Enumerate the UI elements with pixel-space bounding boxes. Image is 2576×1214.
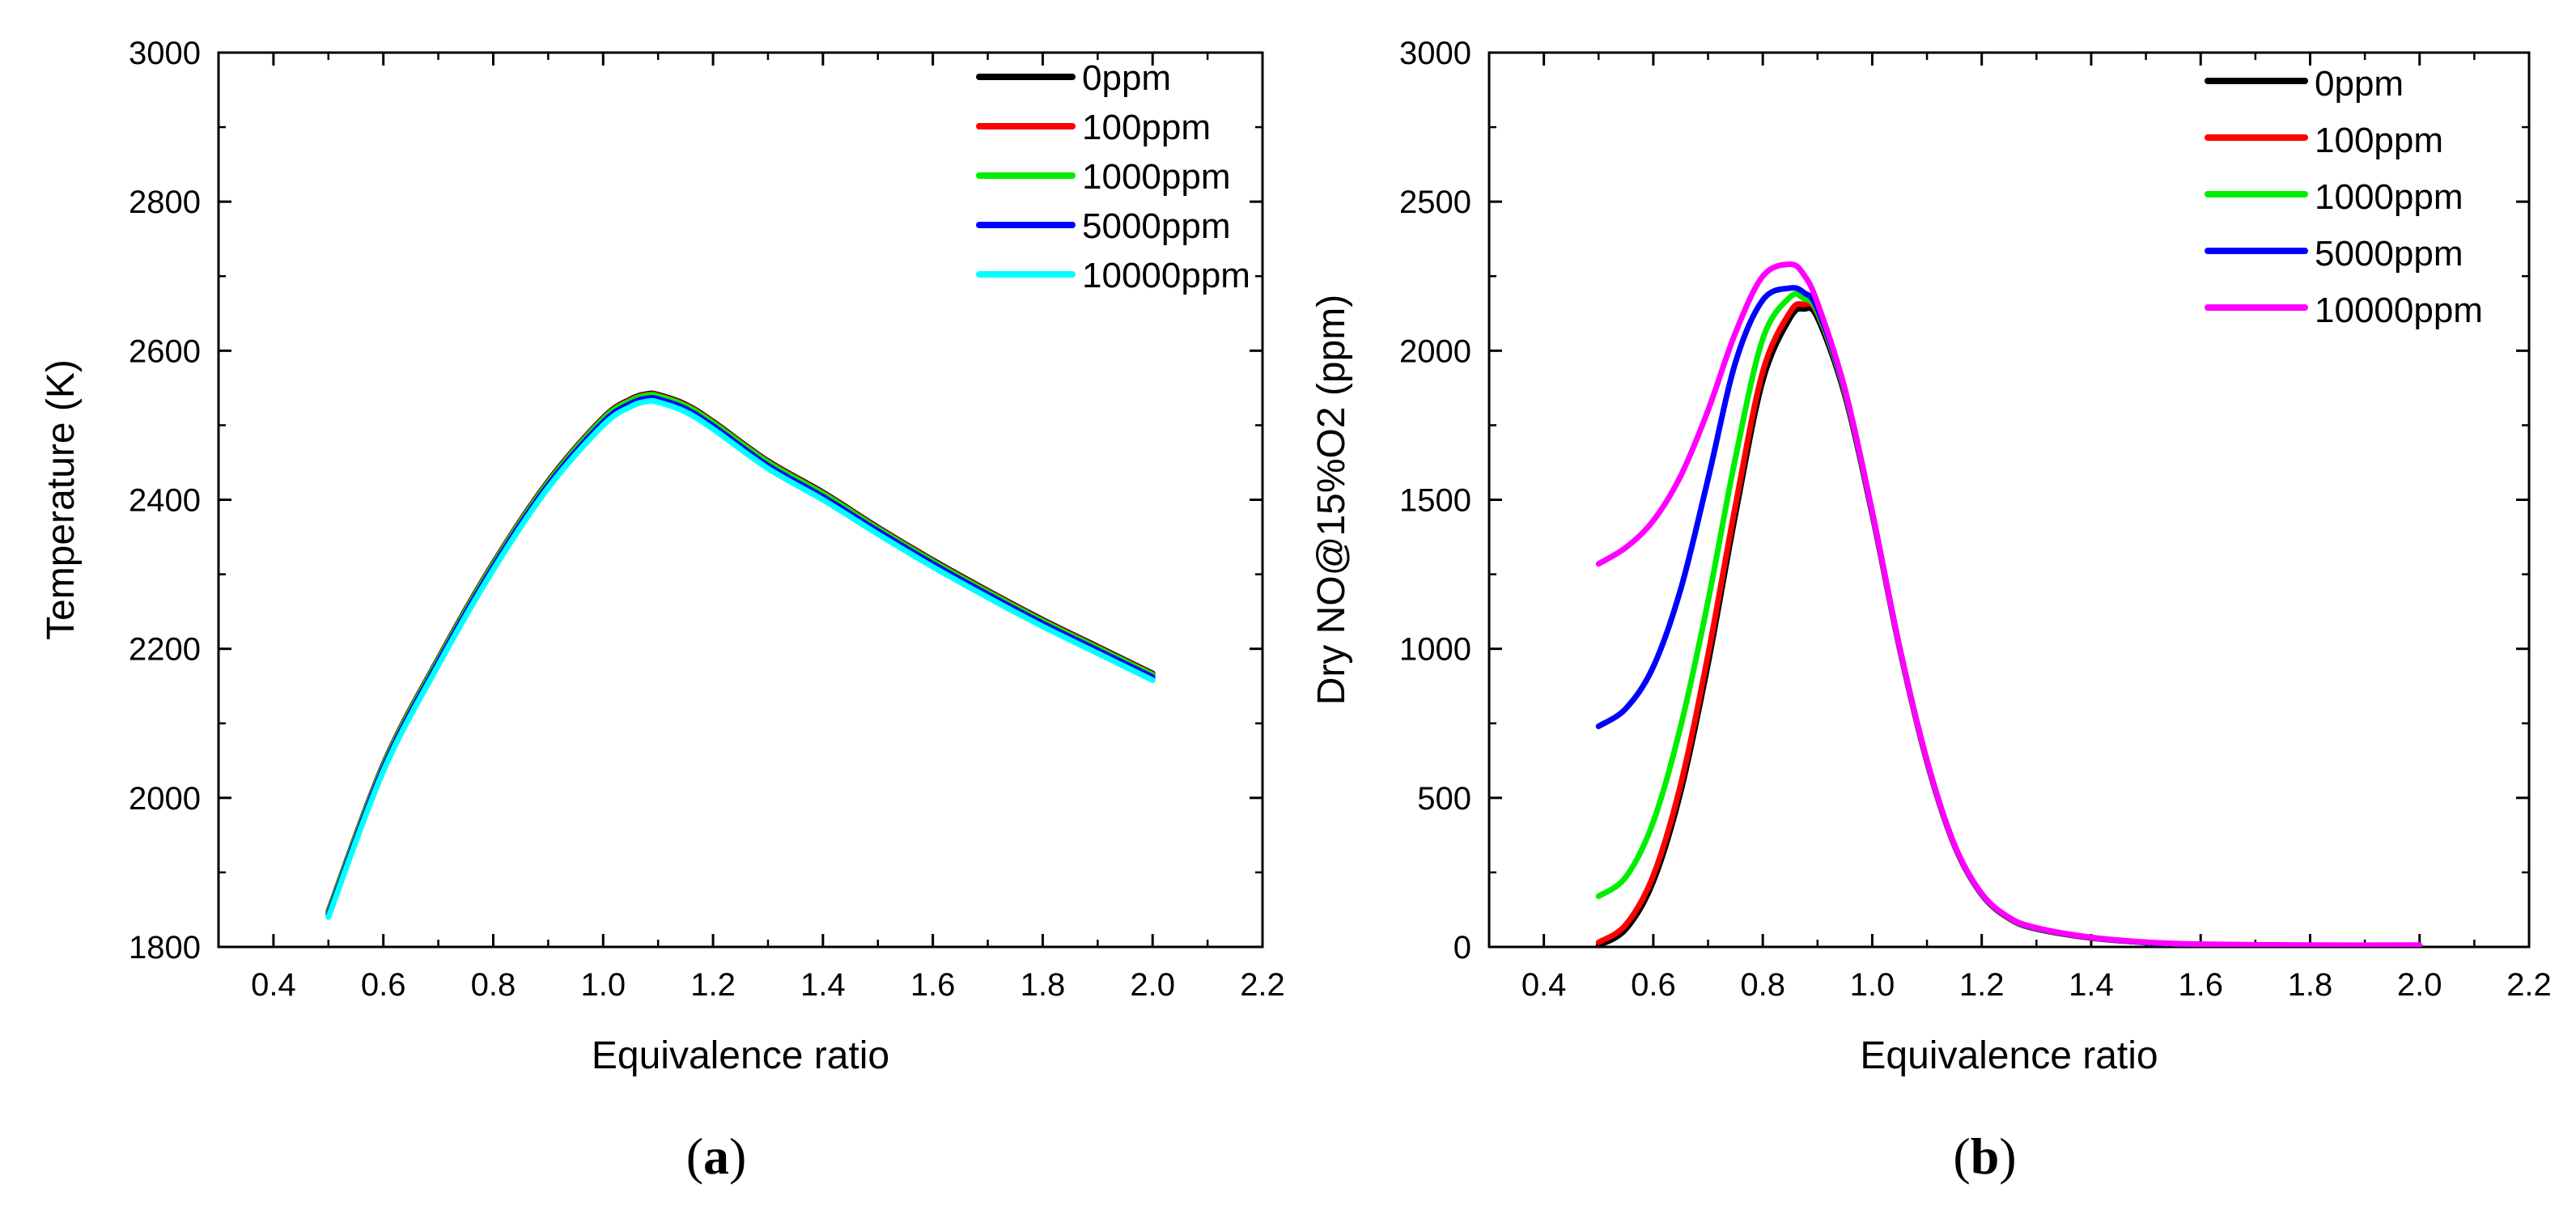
x-tick-label: 1.6 <box>2178 967 2223 1003</box>
y-tick-label: 2000 <box>1399 333 1471 369</box>
legend-label: 0ppm <box>2315 64 2404 104</box>
x-tick-label: 2.2 <box>1240 967 1285 1003</box>
series-line-10000ppm <box>325 397 1156 920</box>
x-axis-label: Equivalence ratio <box>592 1034 889 1077</box>
series-line-1000ppm <box>1595 291 2423 947</box>
panel-label-close: ) <box>1999 1127 2016 1185</box>
y-tick-label: 1500 <box>1399 483 1471 519</box>
legend-label: 10000ppm <box>2315 291 2483 330</box>
y-tick-label: 2600 <box>129 333 201 369</box>
x-tick-label: 1.4 <box>800 967 846 1003</box>
y-tick-label: 1000 <box>1399 632 1471 668</box>
x-tick-label: 0.4 <box>1521 967 1567 1003</box>
panel-label-open: ( <box>686 1127 703 1185</box>
y-tick-label: 2800 <box>129 185 201 220</box>
x-tick-label: 0.6 <box>1631 967 1676 1003</box>
y-tick-label: 2000 <box>129 781 201 817</box>
x-tick-label: 1.2 <box>1959 967 2005 1003</box>
y-tick-label: 0 <box>1454 930 1471 966</box>
x-axis-label: Equivalence ratio <box>1860 1034 2158 1077</box>
y-tick-label: 3000 <box>1399 36 1471 71</box>
legend: 0ppm 100ppm 1000ppm 5000ppm 10000ppm <box>2205 64 2483 330</box>
y-axis-label: Dry NO@15%O2 (ppm) <box>1310 295 1353 706</box>
panel-label: (b) <box>1953 1127 2016 1185</box>
series-group <box>325 390 1156 920</box>
x-tick-label: 2.0 <box>2397 967 2442 1003</box>
legend-label: 1000ppm <box>2315 177 2463 217</box>
x-tick-label: 1.8 <box>2288 967 2333 1003</box>
y-tick-label: 1800 <box>129 930 201 966</box>
x-tick-label: 1.0 <box>1850 967 1895 1003</box>
series-line-100ppm <box>1595 300 2423 947</box>
chart-panel-a: 0.4 0.6 0.8 1.0 1.2 1.4 1.6 1.8 2.0 2.2 1800 2000 22… <box>40 36 1285 1185</box>
x-tick-label: 0.8 <box>1740 967 1785 1003</box>
legend-label: 100ppm <box>1082 108 1211 147</box>
legend-label: 5000ppm <box>1082 206 1230 246</box>
series-line-5000ppm <box>325 395 1156 918</box>
y-tick-label: 2400 <box>129 483 201 519</box>
y-tick-label: 500 <box>1417 781 1471 817</box>
y-tick-label: 3000 <box>129 36 201 71</box>
legend-label: 0ppm <box>1082 58 1171 98</box>
series-line-10000ppm <box>1595 261 2423 947</box>
x-tick-label: 1.2 <box>690 967 736 1003</box>
x-tick-label: 0.8 <box>471 967 516 1003</box>
panel-label-letter: a <box>703 1127 729 1185</box>
x-tick-label: 1.0 <box>580 967 626 1003</box>
series-line-100ppm <box>325 391 1156 915</box>
panel-label-close: ) <box>729 1127 746 1185</box>
y-axis-label: Temperature (K) <box>40 359 83 640</box>
series-line-5000ppm <box>1595 285 2423 947</box>
series-line-0ppm <box>325 390 1156 915</box>
x-tick-label: 1.6 <box>910 967 956 1003</box>
panel-label-open: ( <box>1953 1127 1970 1185</box>
chart-panel-b: 0.4 0.6 0.8 1.0 1.2 1.4 1.6 1.8 2.0 2.2 0 500 1000 15… <box>1310 36 2552 1185</box>
panel-label: (a) <box>686 1127 747 1185</box>
x-tick-label: 1.4 <box>2069 967 2114 1003</box>
x-tick-label: 2.0 <box>1130 967 1175 1003</box>
x-tick-label: 0.6 <box>361 967 406 1003</box>
legend-label: 1000ppm <box>1082 157 1230 197</box>
x-tick-label: 2.2 <box>2506 967 2552 1003</box>
series-line-1000ppm <box>325 392 1156 916</box>
y-tick-label: 2200 <box>129 632 201 668</box>
y-tick-label: 2500 <box>1399 185 1471 220</box>
panel-label-letter: b <box>1971 1127 2000 1185</box>
legend-label: 100ppm <box>2315 121 2443 160</box>
x-tick-label: 0.4 <box>251 967 296 1003</box>
legend-label: 5000ppm <box>2315 234 2463 274</box>
x-tick-label: 1.8 <box>1021 967 1066 1003</box>
legend: 0ppm 100ppm 1000ppm 5000ppm 10000ppm <box>976 58 1250 295</box>
series-line-0ppm <box>1595 305 2423 947</box>
legend-label: 10000ppm <box>1082 256 1250 295</box>
series-group <box>1595 261 2423 947</box>
